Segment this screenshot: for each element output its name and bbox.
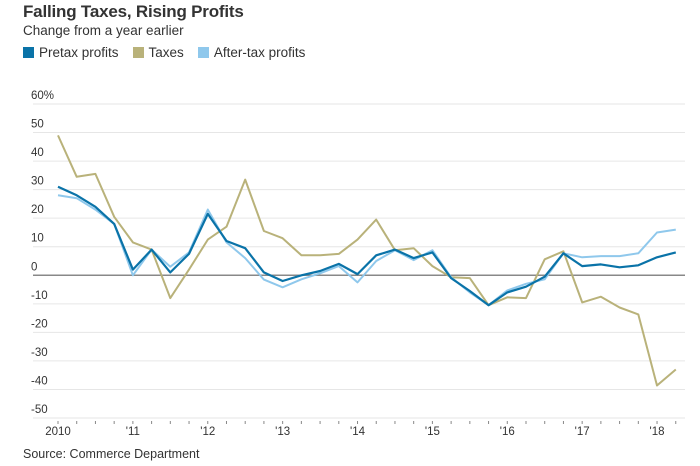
x-tick-label: '15 bbox=[425, 426, 440, 438]
x-tick-label: '16 bbox=[500, 426, 515, 438]
legend-label-aftertax: After-tax profits bbox=[213, 45, 306, 60]
chart-subtitle: Change from a year earlier bbox=[23, 23, 184, 38]
legend-swatch-taxes bbox=[132, 47, 144, 58]
chart-title: Falling Taxes, Rising Profits bbox=[23, 2, 244, 21]
x-tick-label: 2010 bbox=[45, 426, 71, 438]
y-tick-label: 20 bbox=[31, 204, 44, 216]
y-tick-label: -30 bbox=[31, 347, 48, 359]
x-tick-label: '18 bbox=[650, 426, 665, 438]
y-tick-label: 0 bbox=[31, 261, 37, 273]
source-note: Source: Commerce Department bbox=[23, 447, 200, 461]
x-axis: 2010 '11 '12 '13 '14 '15 '16 '17 '18 bbox=[45, 421, 677, 438]
x-tick-label: '14 bbox=[350, 426, 366, 438]
y-tick-label: -20 bbox=[31, 318, 48, 330]
x-tick-label: '17 bbox=[575, 426, 590, 438]
y-tick-label: 50 bbox=[31, 119, 44, 131]
x-tick-label: '13 bbox=[275, 426, 290, 438]
y-tick-label: 30 bbox=[31, 176, 44, 188]
series-lines bbox=[57, 134, 677, 387]
y-tick-label: -50 bbox=[31, 404, 48, 416]
x-tick-label: '12 bbox=[200, 426, 215, 438]
y-tick-label: 60% bbox=[31, 90, 54, 102]
gridlines bbox=[33, 103, 685, 419]
x-tick-label: '11 bbox=[126, 426, 140, 438]
legend-item-taxes: Taxes bbox=[132, 45, 184, 60]
legend: Pretax profits Taxes After-tax profits bbox=[23, 45, 305, 60]
legend-label-taxes: Taxes bbox=[148, 45, 184, 60]
legend-label-pretax: Pretax profits bbox=[39, 45, 119, 60]
y-tick-label: 40 bbox=[31, 147, 44, 159]
legend-item-aftertax: After-tax profits bbox=[197, 45, 306, 60]
legend-swatch-aftertax bbox=[197, 47, 209, 58]
y-tick-label: 10 bbox=[31, 233, 44, 245]
y-tick-label: -40 bbox=[31, 375, 48, 387]
legend-swatch-pretax bbox=[23, 47, 34, 58]
taxes-line bbox=[57, 134, 677, 387]
after-tax-profits-line bbox=[57, 194, 676, 307]
legend-item-pretax: Pretax profits bbox=[23, 45, 119, 60]
y-tick-label: -10 bbox=[31, 290, 48, 302]
pretax-profits-line bbox=[57, 185, 677, 307]
y-axis-labels: 60% 50 40 30 20 10 0 -10 -20 -30 -40 -50 bbox=[31, 90, 54, 416]
